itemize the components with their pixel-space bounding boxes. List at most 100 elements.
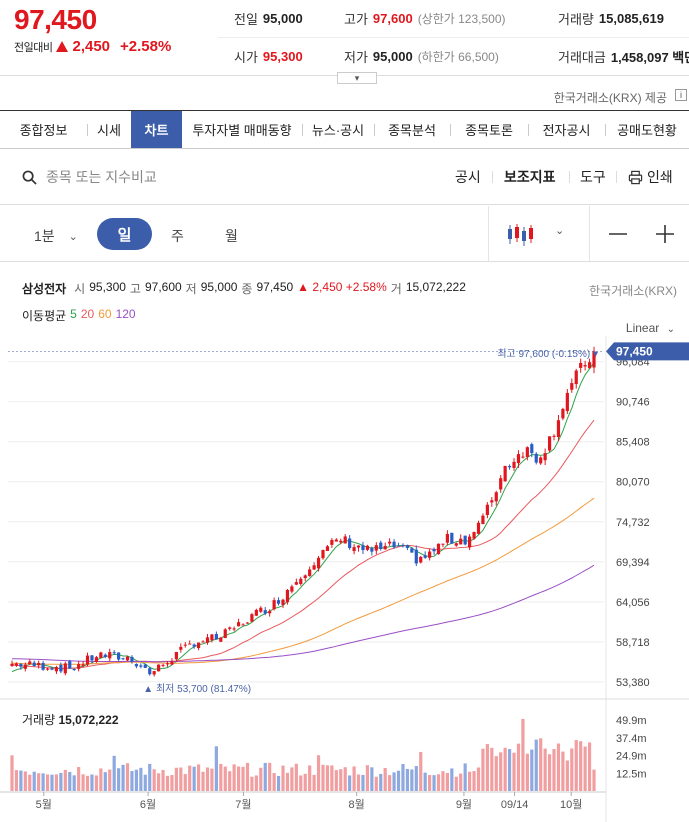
candle: [59, 664, 63, 672]
volume-bar: [361, 774, 365, 791]
tab-e-disclosure[interactable]: 전자공시: [528, 111, 605, 148]
candle: [507, 466, 512, 468]
volume-bar: [148, 763, 152, 791]
stat-trade-value: 거래대금 1,458,097 백만: [558, 49, 689, 65]
tab-news-disclosure[interactable]: 뉴스·공시: [302, 111, 374, 148]
period-month-button[interactable]: 월: [225, 228, 238, 244]
candle: [503, 465, 507, 482]
y-tick-label: 90,746: [616, 397, 650, 409]
price-change: 전일대비 2,450 +2.58%: [14, 38, 171, 55]
change-label: 전일대비: [14, 41, 53, 54]
volume-title: 거래량 15,072,222: [22, 713, 119, 727]
period-selector: 1분 ⌄ 일 주 월 ⌄: [0, 206, 689, 262]
scale-dropdown[interactable]: Linear ⌄: [625, 321, 675, 335]
candle: [432, 549, 436, 552]
candle: [10, 663, 14, 666]
compare-search-input[interactable]: [46, 166, 296, 188]
candle: [321, 549, 325, 559]
volume-bar: [112, 755, 116, 791]
volume-bar: [157, 773, 161, 791]
volume-bar: [121, 764, 125, 791]
high-marker: 최고 97,600 (-0.15%) ▾: [497, 348, 598, 360]
volume-bar: [285, 772, 290, 791]
volume-bar: [143, 774, 147, 791]
tab-discussion[interactable]: 종목토론: [450, 111, 528, 148]
tools-button[interactable]: 도구: [580, 169, 606, 185]
candle: [365, 545, 370, 550]
tab-quotes[interactable]: 시세: [87, 111, 131, 148]
candle: [294, 582, 298, 585]
indicators-button[interactable]: 보조지표: [504, 169, 556, 185]
candle: [241, 624, 245, 626]
candle: [161, 664, 165, 666]
volume-bar: [174, 767, 178, 791]
candle: [348, 538, 352, 549]
candle: [352, 547, 356, 552]
candle: [525, 447, 529, 457]
volume-bar: [250, 776, 254, 791]
candle: [236, 622, 241, 627]
volume-bar: [419, 751, 423, 791]
volume-bar: [352, 766, 356, 791]
candle: [356, 545, 361, 548]
candle: [565, 392, 569, 412]
tab-short-selling[interactable]: 공매도현황: [605, 111, 689, 148]
period-week-button[interactable]: 주: [171, 228, 184, 244]
source-note: 한국거래소(KRX) 제공: [553, 91, 667, 105]
volume-bar: [268, 762, 272, 791]
stock-name: 삼성전자: [22, 282, 67, 296]
price-chart[interactable]: 96,08490,74685,40880,07074,73269,39464,0…: [0, 336, 689, 822]
tab-overview[interactable]: 종합정보: [19, 123, 68, 138]
y-tick-label: 69,394: [616, 557, 650, 569]
price-stats: 전일 95,000 고가 97,600 (상한가 123,500) 거래량 15,085…: [218, 0, 689, 75]
chevron-down-icon[interactable]: ⌄: [555, 225, 565, 237]
candle: [450, 532, 454, 544]
moving-average-legend[interactable]: 이동평균 5 20 60 120: [22, 307, 136, 323]
candlestick-type-icon[interactable]: [506, 222, 534, 248]
zoom-in-icon[interactable]: [650, 219, 680, 249]
volume-bar: [374, 776, 378, 791]
tab-chart[interactable]: 차트: [131, 111, 182, 148]
volume-bar: [583, 746, 587, 791]
chart-toolbar: 공시 보조지표 도구 인쇄: [0, 150, 689, 205]
zoom-out-icon[interactable]: [603, 219, 633, 249]
candle: [516, 454, 521, 464]
main-tabs: 종합정보 시세 차트 투자자별 매매동향 뉴스·공시 종목분석 종목토론 전자공…: [0, 110, 689, 149]
search-icon[interactable]: [22, 170, 37, 185]
tab-analysis[interactable]: 종목분석: [374, 111, 450, 148]
candle: [152, 671, 156, 675]
disclosure-button[interactable]: 공시: [455, 169, 481, 185]
candle: [148, 668, 152, 675]
volume-bar: [499, 752, 503, 791]
candle: [201, 641, 205, 643]
candle: [77, 664, 81, 669]
candle: [192, 644, 196, 647]
volume-bar: [281, 765, 285, 791]
candle: [370, 548, 374, 552]
volume-bar: [210, 768, 214, 791]
volume-bar: [254, 775, 258, 791]
collapse-toggle-button[interactable]: ▾: [337, 72, 377, 84]
volume-bar: [316, 755, 321, 791]
volume-bar: [543, 748, 547, 791]
candle: [32, 662, 36, 667]
volume-bar: [423, 772, 427, 791]
candle: [183, 644, 187, 646]
candle: [228, 627, 232, 629]
volume-bar: [534, 739, 538, 791]
volume-bar: [365, 765, 370, 791]
info-icon[interactable]: i: [675, 89, 687, 101]
volume-bar: [263, 762, 267, 791]
volume-bar: [330, 765, 334, 791]
candle: [547, 436, 552, 451]
candle: [459, 538, 463, 545]
candle: [543, 453, 547, 461]
candle: [303, 575, 307, 579]
volume-bar: [236, 766, 241, 791]
volume-bar: [552, 749, 556, 791]
tab-investor-trend[interactable]: 투자자별 매매동향: [192, 123, 292, 138]
minute-dropdown[interactable]: 1분 ⌄: [34, 228, 78, 244]
current-price-tag: [606, 342, 689, 361]
period-day-button[interactable]: 일: [97, 218, 152, 250]
print-button[interactable]: 인쇄: [628, 167, 673, 187]
